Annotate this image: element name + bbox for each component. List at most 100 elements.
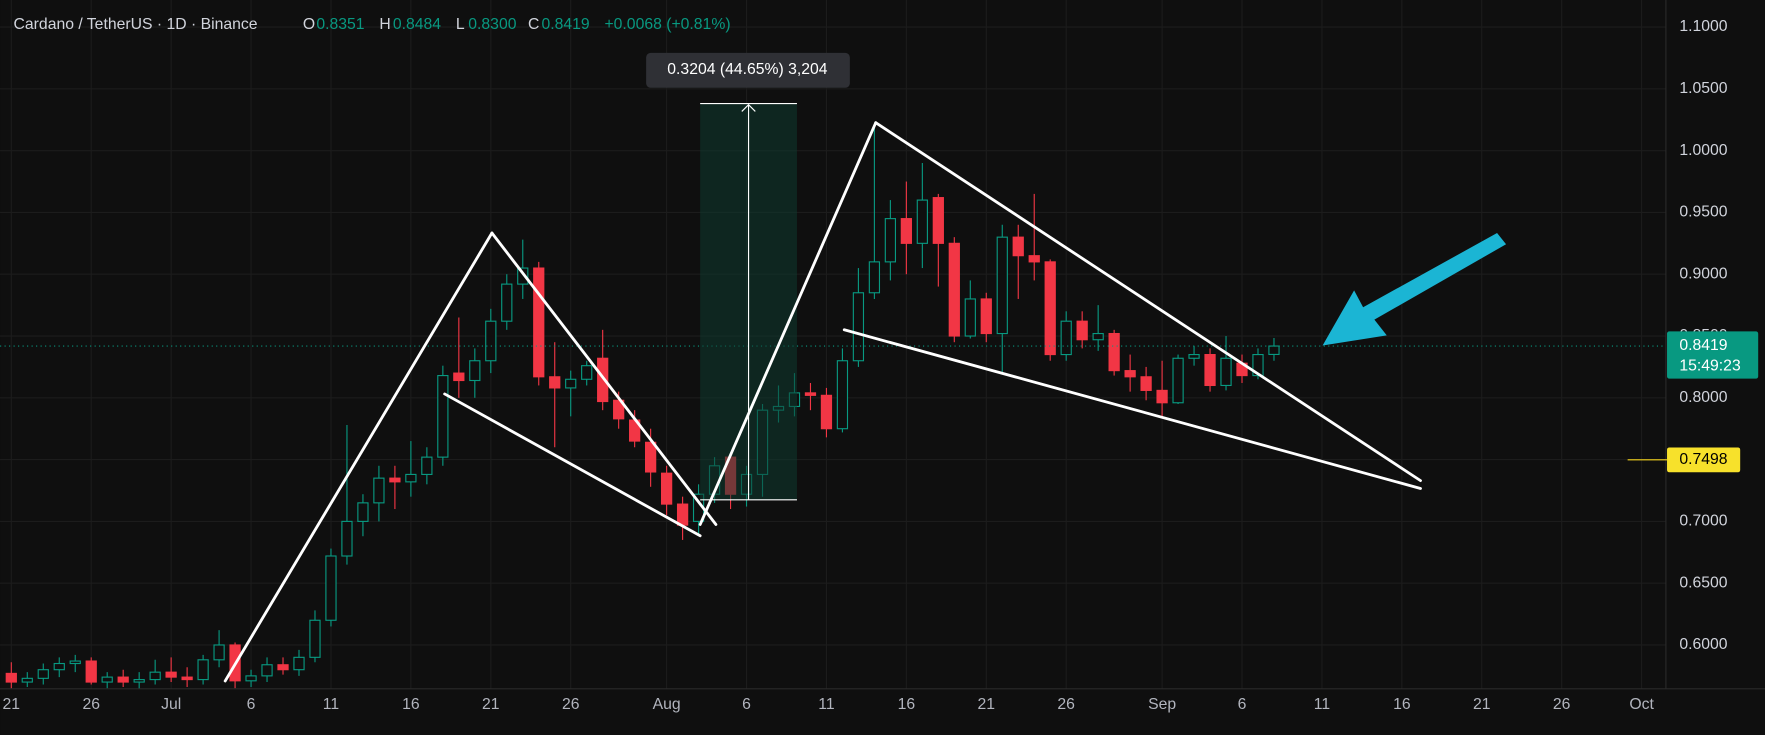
candle-body [1172, 357, 1184, 404]
candle-body [916, 199, 928, 244]
candle-body [517, 267, 529, 285]
x-tick-label: Aug [653, 696, 681, 713]
x-tick-label: 21 [978, 696, 996, 713]
x-tick-label: Jul [161, 696, 181, 713]
candle-body [37, 669, 49, 679]
measure-label: 0.3204 (44.65%) 3,204 [667, 61, 827, 78]
candle-body [1188, 353, 1200, 359]
candle-body [1140, 376, 1152, 391]
candle-body [149, 671, 161, 681]
candle-body [1076, 320, 1088, 341]
candle-body [868, 261, 881, 294]
candle-body [948, 242, 960, 337]
trendline [842, 328, 1422, 490]
candle-body [261, 664, 273, 677]
candle-body [852, 292, 865, 362]
candle-body [1124, 370, 1136, 378]
x-tick-label: 16 [1393, 696, 1411, 713]
candle-body [245, 675, 257, 682]
candle-body [117, 676, 129, 683]
candle-body [1156, 389, 1168, 404]
y-tick-label: 0.8000 [1679, 389, 1727, 406]
candle-body [213, 644, 225, 661]
last-price-badge [1667, 331, 1759, 379]
x-tick-label: 6 [1238, 696, 1247, 713]
x-tick-label: 21 [1473, 696, 1491, 713]
candle-body [836, 360, 849, 430]
candle-body [453, 372, 465, 382]
candle-body [1044, 261, 1056, 356]
candle-body [373, 477, 385, 504]
x-tick-label: 26 [562, 696, 580, 713]
candle-body [900, 218, 912, 244]
ohlc-label: C [528, 16, 539, 33]
candle-body [1092, 332, 1104, 341]
candle-body [820, 394, 833, 430]
y-tick-label: 0.6500 [1679, 574, 1727, 591]
candle-body [53, 662, 65, 671]
trendline [443, 392, 702, 538]
axes: 0.60000.65000.70000.75000.80000.85000.90… [3, 18, 1759, 713]
trendline [223, 231, 494, 683]
candle-body [660, 472, 673, 505]
x-tick-label: Oct [1629, 696, 1654, 713]
candle-body [932, 197, 944, 244]
candle-body [1220, 357, 1232, 387]
candle-body [597, 357, 609, 403]
candle-body [565, 378, 577, 389]
y-tick-label: 0.7000 [1679, 513, 1727, 530]
candle-body [676, 503, 689, 526]
ohlc-value: 0.8300 [468, 16, 516, 33]
candle-body [1028, 255, 1040, 263]
candle-body [533, 267, 545, 378]
ohlc-label: L [456, 16, 465, 33]
candle-body [405, 473, 417, 483]
candle-body [1268, 345, 1280, 355]
ohlc-value: 0.8484 [393, 16, 441, 33]
legend-header: Cardano / TetherUS · 1D · Binance O 0.83… [14, 16, 731, 33]
x-tick-label: 16 [402, 696, 420, 713]
candle-body [804, 392, 817, 396]
ohlc-value: 0.8419 [541, 16, 589, 33]
ohlc-value: 0.8351 [316, 16, 364, 33]
y-tick-label: 0.9000 [1679, 265, 1727, 282]
candle-body [549, 376, 561, 389]
x-tick-label: 26 [1553, 696, 1571, 713]
candle-body [357, 502, 369, 522]
candle-body [996, 236, 1008, 335]
candle-body [1012, 236, 1024, 257]
candle-body [501, 283, 513, 322]
trendline [490, 231, 718, 526]
candle-body [101, 676, 113, 683]
y-tick-label: 1.0500 [1679, 80, 1727, 97]
x-tick-label: 6 [742, 696, 751, 713]
trendline [874, 121, 1422, 483]
candle-body [613, 399, 625, 420]
y-tick-label: 0.9500 [1679, 204, 1727, 221]
ohlc-label: O [303, 16, 315, 33]
candle-body [165, 671, 177, 678]
candle-body [341, 520, 353, 557]
callout-arrow [1322, 232, 1507, 346]
candle-body [437, 375, 449, 458]
x-tick-label: 26 [1057, 696, 1075, 713]
candle-body [469, 360, 481, 382]
candle-body [5, 672, 17, 683]
candle-body [277, 664, 289, 671]
candle-body [421, 456, 433, 475]
alert-badge [1667, 447, 1741, 473]
candle-body [181, 676, 193, 681]
candle-body [325, 555, 337, 621]
y-tick-label: 1.0000 [1679, 142, 1727, 159]
x-tick-label: 11 [818, 696, 834, 713]
drawings [223, 102, 1507, 683]
x-tick-label: Sep [1148, 696, 1176, 713]
candle-body [309, 619, 321, 658]
candle-body [133, 679, 145, 683]
measure-arrowhead [741, 103, 756, 112]
candle-body [1108, 332, 1120, 372]
change: +0.0068 (+0.81%) [604, 16, 730, 33]
